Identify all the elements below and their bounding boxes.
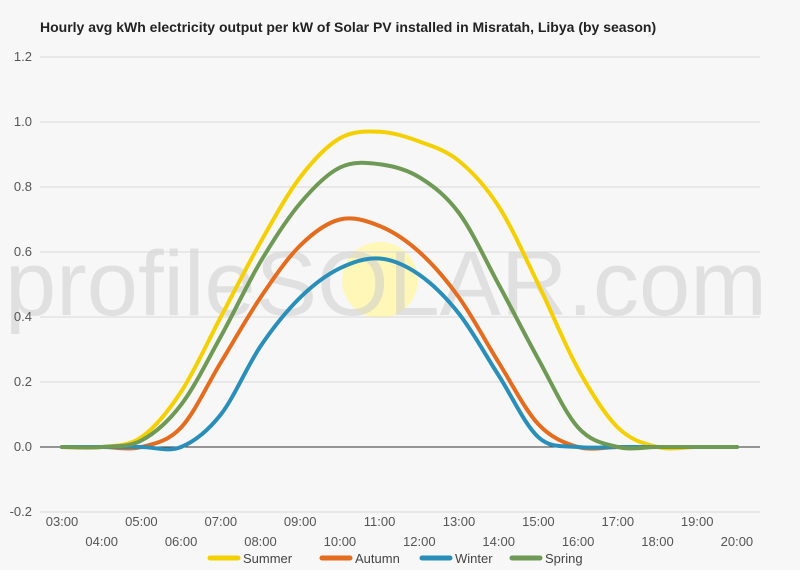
y-tick-label: 1.0 bbox=[14, 114, 32, 129]
x-tick-label: 11:00 bbox=[364, 514, 396, 529]
y-tick-label: 0.8 bbox=[14, 179, 32, 194]
x-tick-label: 06:00 bbox=[165, 534, 198, 549]
x-tick-label: 14:00 bbox=[482, 534, 515, 549]
x-tick-label: 08:00 bbox=[244, 534, 277, 549]
x-tick-label: 15:00 bbox=[522, 514, 555, 529]
x-tick-label: 05:00 bbox=[125, 514, 158, 529]
x-tick-label: 04:00 bbox=[85, 534, 118, 549]
series-line-spring bbox=[60, 160, 739, 451]
y-tick-label: 0.0 bbox=[14, 439, 32, 454]
x-tick-label: 13:00 bbox=[443, 514, 476, 529]
legend-label-winter: Winter bbox=[455, 551, 493, 566]
chart-title: Hourly avg kWh electricity output per kW… bbox=[40, 19, 657, 35]
y-tick-label: 0.6 bbox=[14, 244, 32, 259]
x-tick-label: 19:00 bbox=[681, 514, 714, 529]
x-tick-label: 09:00 bbox=[284, 514, 317, 529]
y-tick-label: 0.4 bbox=[14, 309, 32, 324]
x-tick-label: 20:00 bbox=[721, 534, 754, 549]
x-tick-label: 12:00 bbox=[403, 534, 436, 549]
x-tick-label: 17:00 bbox=[602, 514, 635, 529]
x-tick-label: 18:00 bbox=[641, 534, 674, 549]
y-tick-label: 0.2 bbox=[14, 374, 32, 389]
legend-label-summer: Summer bbox=[243, 551, 293, 566]
y-tick-label: 1.2 bbox=[14, 49, 32, 64]
legend-label-autumn: Autumn bbox=[355, 551, 400, 566]
legend-label-spring: Spring bbox=[545, 551, 583, 566]
series-line-summer bbox=[60, 129, 739, 451]
watermark-text: profileSOLAR.com bbox=[5, 233, 767, 335]
x-tick-label: 10:00 bbox=[324, 534, 357, 549]
y-tick-label: -0.2 bbox=[10, 504, 32, 519]
x-tick-label: 16:00 bbox=[562, 534, 595, 549]
x-tick-label: 07:00 bbox=[205, 514, 238, 529]
x-tick-label: 03:00 bbox=[46, 514, 79, 529]
